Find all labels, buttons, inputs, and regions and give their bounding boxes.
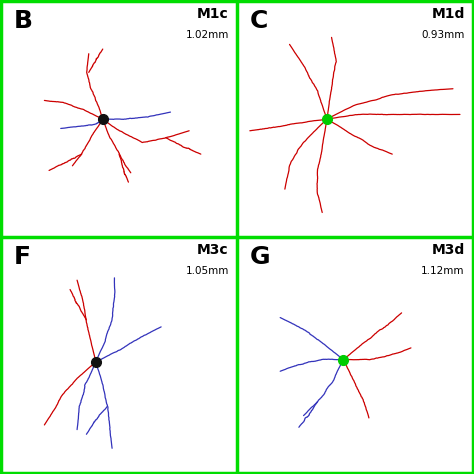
Text: 1.02mm: 1.02mm — [185, 30, 229, 40]
Text: M3c: M3c — [197, 243, 229, 257]
Text: 1.12mm: 1.12mm — [421, 266, 465, 276]
Text: 1.05mm: 1.05mm — [185, 266, 229, 276]
Text: M1d: M1d — [431, 7, 465, 21]
Text: G: G — [250, 245, 271, 269]
Text: M1c: M1c — [197, 7, 229, 21]
Text: M3d: M3d — [431, 243, 465, 257]
Text: B: B — [14, 9, 33, 33]
Text: 0.93mm: 0.93mm — [421, 30, 465, 40]
Text: F: F — [14, 245, 31, 269]
Text: C: C — [250, 9, 268, 33]
